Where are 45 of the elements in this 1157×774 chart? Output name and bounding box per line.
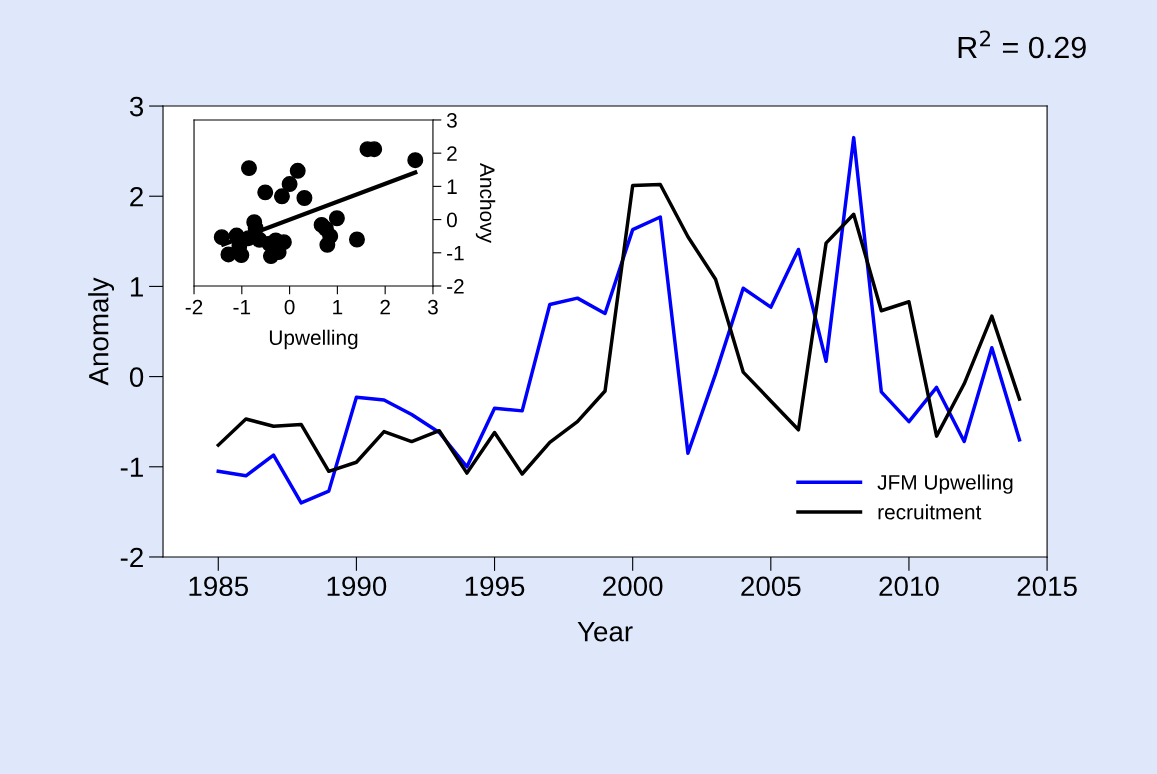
point	[407, 152, 424, 169]
x-tick-label: 2010	[879, 576, 939, 597]
y-tick-label: 2	[447, 146, 457, 161]
x-tick-label: 1	[333, 299, 343, 315]
point	[319, 236, 336, 253]
point	[289, 162, 306, 179]
text: R$^{2}$ = 0.29	[958, 30, 1086, 59]
x-tick-label: -1	[233, 299, 251, 315]
point	[241, 160, 257, 177]
y-tick-label: 1	[447, 179, 457, 194]
y-tick-label: 3	[129, 96, 144, 117]
x-axis-title: Year	[577, 622, 633, 642]
x-tick-label: 2005	[741, 576, 801, 597]
y-tick-label: 2	[130, 186, 143, 207]
y-axis-title: Anchovy	[475, 163, 496, 243]
x-tick-label: 1985	[189, 576, 249, 597]
point	[257, 184, 274, 201]
point	[233, 247, 250, 264]
x-tick-label: 0	[284, 299, 295, 315]
x-tick-label: 1990	[327, 576, 387, 597]
point	[328, 210, 345, 227]
y-tick-label: -2	[447, 278, 464, 294]
x-tick-label: 2000	[603, 576, 663, 597]
point	[296, 190, 313, 206]
x-axis-title: Upwelling	[269, 329, 358, 350]
x-tick-label: 2015	[1017, 576, 1077, 597]
x-tick-label: -2	[185, 299, 203, 315]
y-tick-label: 0	[446, 212, 457, 228]
line-series	[216, 135, 1022, 505]
x-tick-label: 2	[380, 299, 390, 315]
legend-label: recruitment	[878, 504, 982, 520]
y-tick-label: 0	[129, 367, 144, 387]
y-tick-label: 1	[130, 277, 143, 297]
legend-label: JFM Upwelling	[877, 474, 1013, 494]
x-tick-label: 3	[427, 299, 438, 315]
point	[281, 176, 298, 193]
y-tick-label: -2	[120, 547, 143, 568]
y-tick-label: 3	[446, 112, 457, 128]
point	[348, 231, 365, 248]
y-tick-label: -1	[120, 457, 143, 477]
y-axis-title: Anomaly	[88, 277, 115, 386]
x-tick-label: 1995	[465, 576, 525, 597]
y-tick-label: -1	[447, 246, 464, 261]
point	[273, 188, 290, 205]
point	[213, 229, 230, 246]
